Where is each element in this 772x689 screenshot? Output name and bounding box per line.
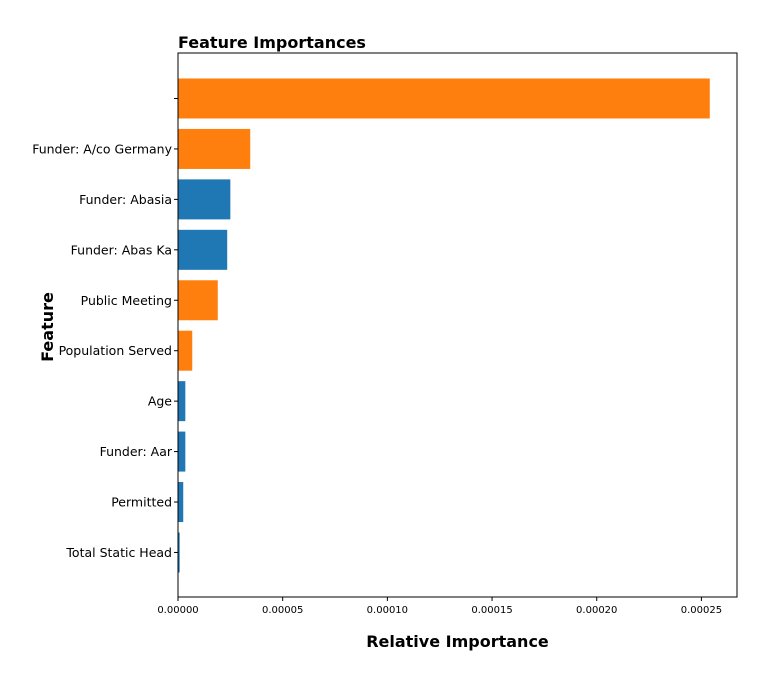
- y-tick-label: Total Static Head: [65, 545, 172, 560]
- bar-public-meeting: [178, 280, 218, 321]
- bar-total-static-head: [178, 532, 180, 573]
- y-tick-label: Permitted: [111, 495, 172, 510]
- chart-title: Feature Importances: [178, 33, 366, 52]
- y-tick-label: Funder: A/co Germany: [32, 141, 172, 156]
- bars-layer: [178, 78, 710, 573]
- plot-frame: [177, 52, 738, 598]
- x-tick-label: 0.00000: [157, 605, 198, 616]
- x-tick-label: 0.00020: [576, 605, 617, 616]
- bar-funder-a-co-germany: [178, 128, 251, 169]
- bar-population-served: [178, 330, 193, 371]
- y-tick-label: Funder: Abas Ka: [71, 242, 172, 257]
- bar-funder-abas-ka: [178, 229, 228, 270]
- y-tick-label: Funder: Abasia: [79, 192, 172, 207]
- bar-age: [178, 381, 186, 422]
- x-tick-label: 0.00010: [367, 605, 408, 616]
- bar-funder-aar: [178, 431, 186, 472]
- bar-permitted: [178, 482, 184, 523]
- x-axis-title: Relative Importance: [366, 632, 549, 651]
- y-tick-label: Age: [148, 394, 172, 409]
- y-axis-title: Feature: [38, 292, 57, 362]
- y-tick-label: Population Served: [59, 343, 172, 358]
- bar-unlabeled: [178, 78, 710, 119]
- x-tick-label: 0.00005: [262, 605, 303, 616]
- y-tick-label: Funder: Aar: [100, 444, 173, 459]
- y-tick-label: Public Meeting: [81, 293, 172, 308]
- x-axis: 0.00000 0.00005 0.00010 0.00015 0.00020 0.000…: [157, 597, 722, 616]
- y-axis: Funder: A/co Germany Funder: Abasia Funder…: [32, 98, 178, 560]
- bar-funder-abasia: [178, 179, 231, 220]
- x-tick-label: 0.00015: [471, 605, 512, 616]
- x-tick-label: 0.00025: [681, 605, 722, 616]
